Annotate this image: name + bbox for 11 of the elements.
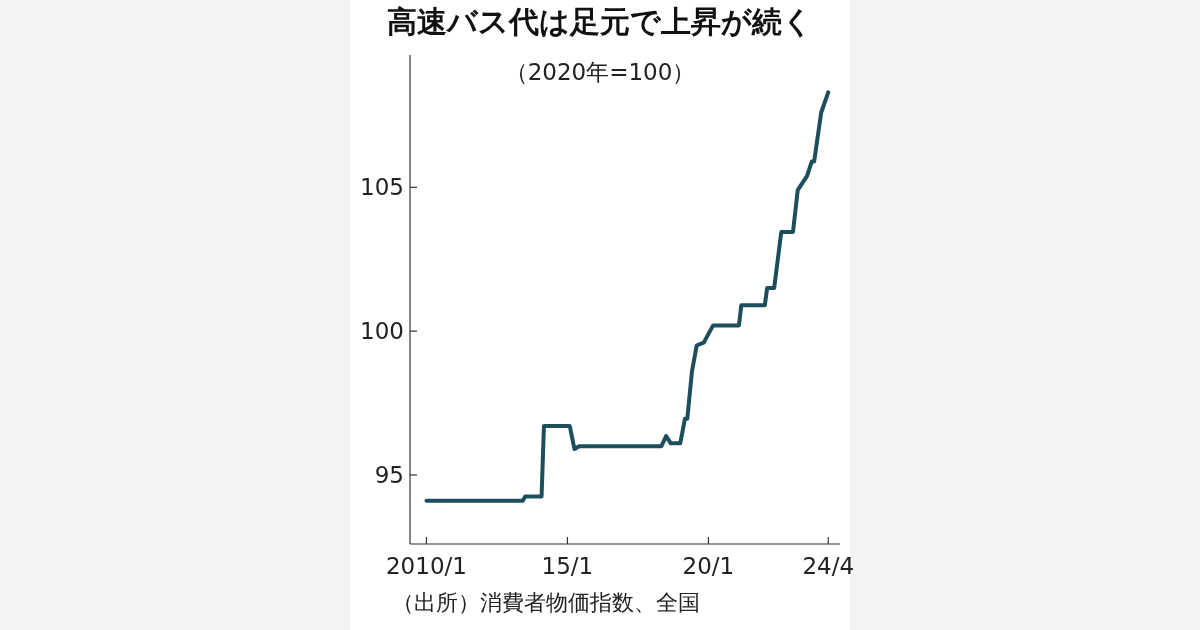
x-tick-label: 15/1 xyxy=(541,553,594,579)
line-series xyxy=(424,90,831,503)
text: （出所）消費者物価指数、全国 xyxy=(392,590,700,615)
y-tick-label: 100 xyxy=(360,318,404,345)
chart-title: 高速バス代は足元で上昇が続く xyxy=(387,4,813,39)
y-tick-label: 95 xyxy=(374,461,404,488)
chart-subtitle: （2020年=100） xyxy=(504,59,696,85)
x-tick-label: 2010/1 xyxy=(385,553,467,579)
y-tick-label: 105 xyxy=(360,174,404,201)
x-tick-label: 24/4 xyxy=(802,553,855,579)
x-tick-label: 20/1 xyxy=(682,553,735,579)
